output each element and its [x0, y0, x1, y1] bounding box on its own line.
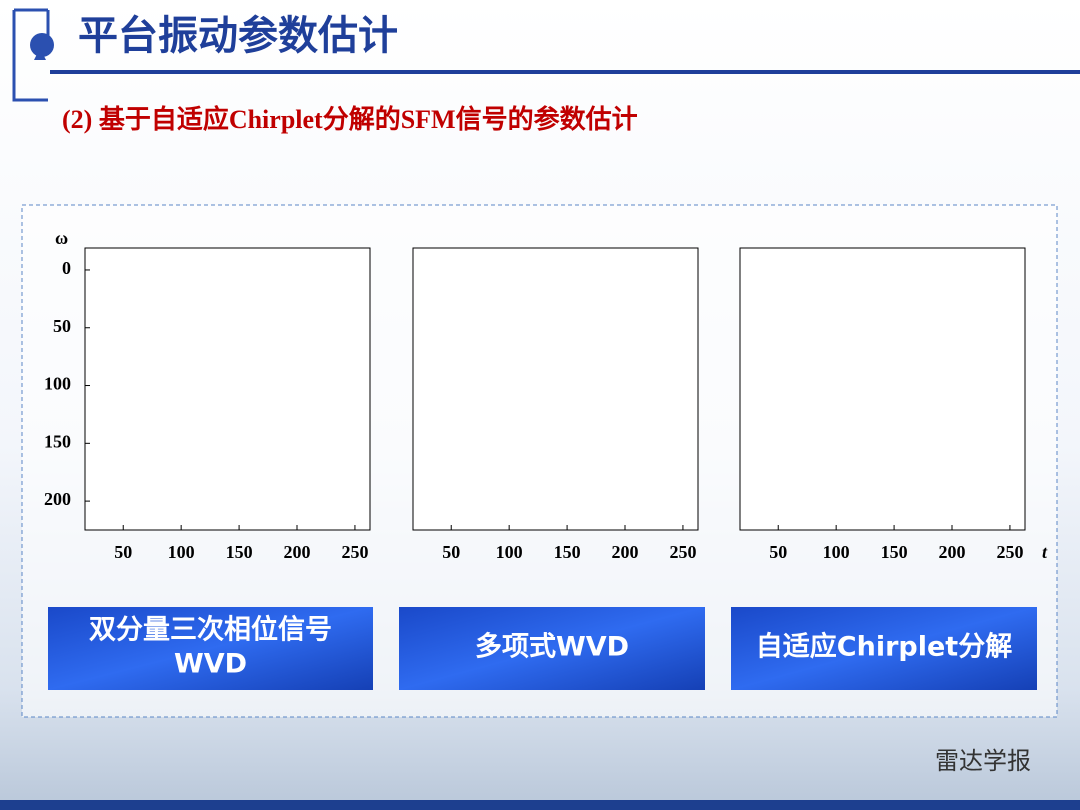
plot-frame — [739, 247, 1026, 531]
y-tick-label: 50 — [53, 316, 71, 336]
y-axis-label: ω — [55, 228, 68, 248]
caption: 自适应Chirplet分解 — [756, 631, 1012, 663]
y-tick-label: 200 — [44, 489, 71, 509]
x-tick-label: 150 — [881, 542, 908, 562]
header-icon — [30, 33, 54, 57]
x-tick-label: 100 — [496, 542, 523, 562]
subtitle: (2) 基于自适应Chirplet分解的SFM信号的参数估计 — [62, 104, 638, 134]
x-tick-label: 200 — [612, 542, 639, 562]
caption: WVD — [174, 649, 247, 680]
x-tick-label: 150 — [226, 542, 253, 562]
plot-frame — [412, 247, 699, 531]
caption-box — [731, 607, 1037, 690]
x-tick-label: 50 — [442, 542, 460, 562]
plot-frame — [84, 247, 371, 531]
x-tick-label: 200 — [939, 542, 966, 562]
caption-box — [48, 607, 373, 690]
x-tick-label: 50 — [114, 542, 132, 562]
x-tick-label: 250 — [669, 542, 696, 562]
x-axis-label: t — [1042, 542, 1048, 562]
x-tick-label: 100 — [168, 542, 195, 562]
footer-bar — [0, 800, 1080, 810]
caption: 多项式WVD — [475, 632, 629, 663]
watermark: 雷达学报 — [935, 747, 1031, 775]
header-icon — [34, 48, 46, 60]
x-tick-label: 250 — [996, 542, 1023, 562]
caption: 双分量三次相位信号 — [89, 614, 332, 646]
x-tick-label: 50 — [769, 542, 787, 562]
x-tick-label: 250 — [341, 542, 368, 562]
x-tick-label: 150 — [554, 542, 581, 562]
caption-box — [399, 607, 705, 690]
x-tick-label: 100 — [823, 542, 850, 562]
x-tick-label: 200 — [284, 542, 311, 562]
y-tick-label: 0 — [62, 258, 71, 278]
title: 平台振动参数估计 — [78, 13, 398, 59]
y-tick-label: 150 — [44, 431, 71, 451]
y-tick-label: 100 — [44, 374, 71, 394]
